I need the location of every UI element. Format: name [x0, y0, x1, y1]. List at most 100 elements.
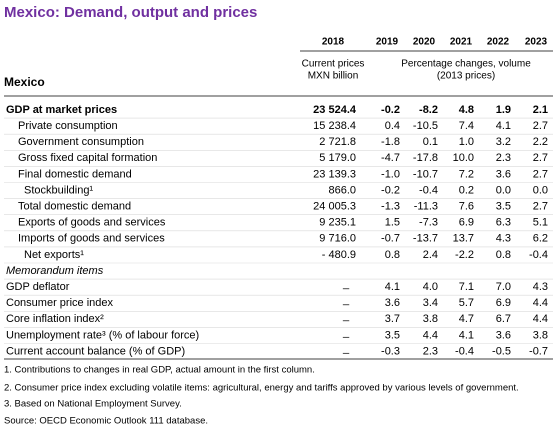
- cell: -0.7: [381, 233, 400, 245]
- row-label: GDP at market prices: [6, 104, 117, 116]
- col-note: (2013 prices): [437, 71, 495, 82]
- cell: -0.2: [381, 184, 400, 196]
- cell: 7.4: [459, 120, 474, 132]
- cell: 4.4: [423, 329, 438, 341]
- row-label: Exports of goods and services: [18, 217, 166, 229]
- cell: -11.3: [414, 201, 438, 213]
- row-label: Core inflation index²: [6, 313, 104, 325]
- cell: 4.0: [423, 281, 438, 293]
- cell: 15 238.4: [313, 120, 356, 132]
- cell: 3.5: [385, 329, 400, 341]
- cell: 0.0: [533, 184, 548, 196]
- cell: -2.2: [455, 249, 474, 261]
- cell: 2.7: [533, 152, 548, 164]
- year-header: 2023: [525, 37, 548, 48]
- cell: _: [342, 310, 350, 322]
- cell: 3.8: [423, 313, 438, 325]
- col-note: Percentage changes, volume: [401, 59, 531, 70]
- cell: -4.7: [381, 152, 400, 164]
- cell: 7.2: [459, 168, 474, 180]
- cell: 2.7: [533, 120, 548, 132]
- cell: -1.8: [381, 136, 400, 148]
- cell: 2.7: [533, 168, 548, 180]
- cell: 24 005.3: [313, 201, 356, 213]
- row-label: Private consumption: [18, 120, 118, 132]
- cell: 866.0: [328, 184, 356, 196]
- cell: 1.0: [459, 136, 474, 148]
- cell: 4.3: [533, 281, 548, 293]
- cell: 4.8: [459, 104, 474, 116]
- note: 2. Consumer price index excluding volati…: [4, 383, 519, 394]
- cell: -8.2: [419, 104, 438, 116]
- cell: 3.6: [385, 297, 400, 309]
- cell: -1.3: [381, 201, 400, 213]
- year-header: 2018: [322, 37, 345, 48]
- cell: 10.0: [453, 152, 474, 164]
- cell: 23 139.3: [313, 168, 356, 180]
- cell: 0.8: [385, 249, 400, 261]
- cell: 2.3: [496, 152, 511, 164]
- cell: -0.4: [529, 249, 548, 261]
- row-label: Net exports¹: [24, 249, 84, 261]
- cell: 2.7: [533, 201, 548, 213]
- cell: 9 235.1: [319, 217, 356, 229]
- row-label: Current account balance (% of GDP): [6, 345, 185, 357]
- row-label: Imports of goods and services: [18, 233, 165, 245]
- cell: 1.9: [496, 104, 511, 116]
- cell: 3.6: [496, 329, 511, 341]
- cell: 6.9: [496, 297, 511, 309]
- cell: 0.0: [496, 184, 511, 196]
- cell: _: [342, 326, 350, 338]
- cell: 3.6: [496, 168, 511, 180]
- cell: 5.7: [459, 297, 474, 309]
- cell: 2.1: [533, 104, 548, 116]
- row-label: Gross fixed capital formation: [18, 152, 157, 164]
- cell: 4.3: [496, 233, 511, 245]
- col-note: Current prices: [302, 59, 365, 70]
- cell: 5 179.0: [319, 152, 356, 164]
- cell: 2.2: [533, 136, 548, 148]
- cell: -0.4: [455, 345, 474, 357]
- note: 3. Based on National Employment Survey.: [4, 399, 182, 410]
- year-header: 2019: [376, 37, 399, 48]
- cell: 7.0: [496, 281, 511, 293]
- cell: _: [342, 342, 350, 354]
- year-header: 2021: [450, 37, 473, 48]
- cell: 4.4: [533, 297, 548, 309]
- cell: 4.1: [496, 120, 511, 132]
- row-label: Unemployment rate³ (% of labour force): [6, 329, 199, 341]
- cell: 6.3: [496, 217, 511, 229]
- cell: 7.6: [459, 201, 474, 213]
- cell: 13.7: [453, 233, 474, 245]
- cell: -0.7: [529, 345, 548, 357]
- cell: 2.4: [423, 249, 438, 261]
- cell: 3.7: [385, 313, 400, 325]
- cell: 4.4: [533, 313, 548, 325]
- cell: 5.1: [533, 217, 548, 229]
- cell: - 480.9: [322, 249, 356, 261]
- row-label: Final domestic demand: [18, 168, 132, 180]
- cell: _: [342, 294, 350, 306]
- row-label: Total domestic demand: [18, 201, 131, 213]
- year-header: 2020: [413, 37, 436, 48]
- cell: -1.0: [381, 168, 400, 180]
- cell: 0.4: [385, 120, 400, 132]
- cell: 6.9: [459, 217, 474, 229]
- cell: 4.1: [459, 329, 474, 341]
- cell: 2 721.8: [319, 136, 356, 148]
- cell: 6.2: [533, 233, 548, 245]
- cell: 3.4: [423, 297, 438, 309]
- cell: 2.3: [423, 345, 438, 357]
- cell: 1.5: [385, 217, 400, 229]
- cell: 7.1: [459, 281, 474, 293]
- cell: -10.5: [413, 120, 438, 132]
- note: Source: OECD Economic Outlook 111 databa…: [4, 416, 208, 427]
- country: Mexico: [4, 75, 45, 89]
- cell: 3.5: [496, 201, 511, 213]
- year-header: 2022: [487, 37, 510, 48]
- cell: -17.8: [413, 152, 438, 164]
- note: 1. Contributions to changes in real GDP,…: [4, 365, 315, 376]
- row-label: Stockbuilding¹: [24, 184, 93, 196]
- cell: 4.1: [385, 281, 400, 293]
